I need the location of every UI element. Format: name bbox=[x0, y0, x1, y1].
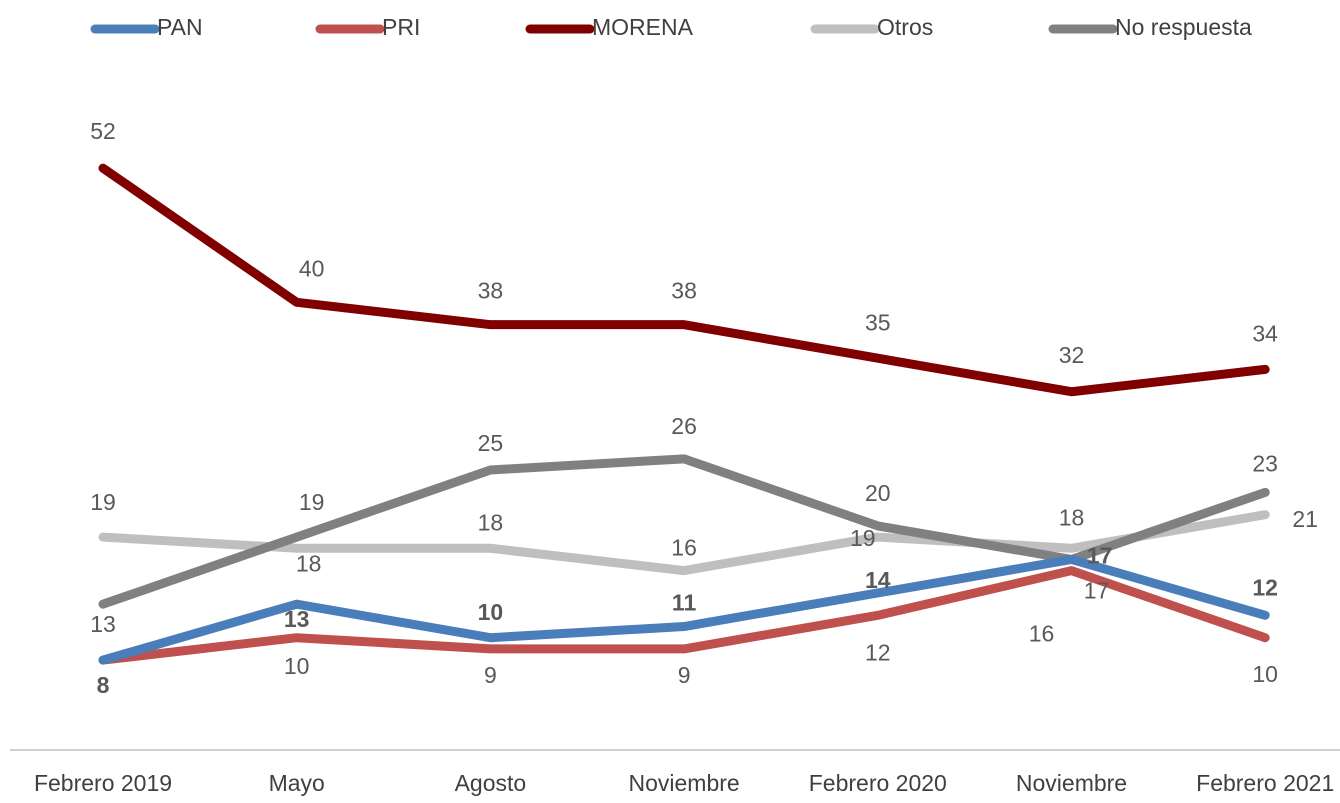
data-label: 13 bbox=[90, 611, 116, 637]
data-label: 16 bbox=[1029, 621, 1055, 647]
x-tick-label: Febrero 2021 bbox=[1196, 770, 1334, 796]
data-label: 19 bbox=[299, 489, 325, 515]
data-label: 12 bbox=[1252, 574, 1278, 600]
data-label: 18 bbox=[1059, 504, 1085, 530]
data-label: 10 bbox=[1252, 661, 1278, 687]
data-label: 9 bbox=[484, 662, 497, 688]
data-label: 20 bbox=[865, 480, 891, 506]
data-label: 8 bbox=[97, 672, 110, 698]
data-label: 10 bbox=[284, 653, 310, 679]
data-label: 12 bbox=[865, 639, 891, 665]
data-label: 17 bbox=[1087, 543, 1113, 569]
data-label: 19 bbox=[850, 525, 876, 551]
x-tick-label: Noviembre bbox=[1016, 770, 1127, 796]
data-label: 40 bbox=[299, 255, 325, 281]
data-label: 13 bbox=[284, 606, 310, 632]
series-line bbox=[98, 554, 1270, 665]
data-label: 38 bbox=[478, 278, 504, 304]
data-label: 18 bbox=[478, 509, 504, 535]
data-label: 26 bbox=[671, 413, 697, 439]
data-label: 11 bbox=[672, 590, 697, 616]
legend-label: PAN bbox=[157, 14, 203, 40]
data-label: 8 bbox=[97, 672, 110, 698]
legend-label: No respuesta bbox=[1115, 14, 1252, 40]
x-tick-label: Febrero 2020 bbox=[809, 770, 947, 796]
data-label: 16 bbox=[671, 535, 697, 561]
data-label: 9 bbox=[678, 662, 691, 688]
data-label: 17 bbox=[1084, 578, 1110, 604]
legend-label: MORENA bbox=[592, 14, 694, 40]
data-label: 23 bbox=[1252, 450, 1278, 476]
legend-label: PRI bbox=[382, 14, 420, 40]
x-tick-label: Noviembre bbox=[628, 770, 739, 796]
data-label: 19 bbox=[90, 489, 116, 515]
data-label: 35 bbox=[865, 309, 891, 335]
series-line bbox=[98, 163, 1270, 397]
data-label: 38 bbox=[671, 278, 697, 304]
data-label: 25 bbox=[478, 430, 504, 456]
x-tick-label: Mayo bbox=[269, 770, 325, 796]
x-tick-label: Febrero 2019 bbox=[34, 770, 172, 796]
data-label: 34 bbox=[1252, 320, 1278, 346]
data-label: 21 bbox=[1292, 506, 1318, 532]
series-line bbox=[98, 566, 1270, 665]
legend-label: Otros bbox=[877, 14, 933, 40]
data-label: 52 bbox=[90, 118, 116, 144]
data-label: 14 bbox=[865, 567, 891, 593]
data-label: 10 bbox=[478, 599, 504, 625]
x-tick-label: Agosto bbox=[455, 770, 527, 796]
data-label: 32 bbox=[1059, 342, 1085, 368]
series-line bbox=[98, 510, 1270, 576]
data-label: 18 bbox=[296, 550, 322, 576]
